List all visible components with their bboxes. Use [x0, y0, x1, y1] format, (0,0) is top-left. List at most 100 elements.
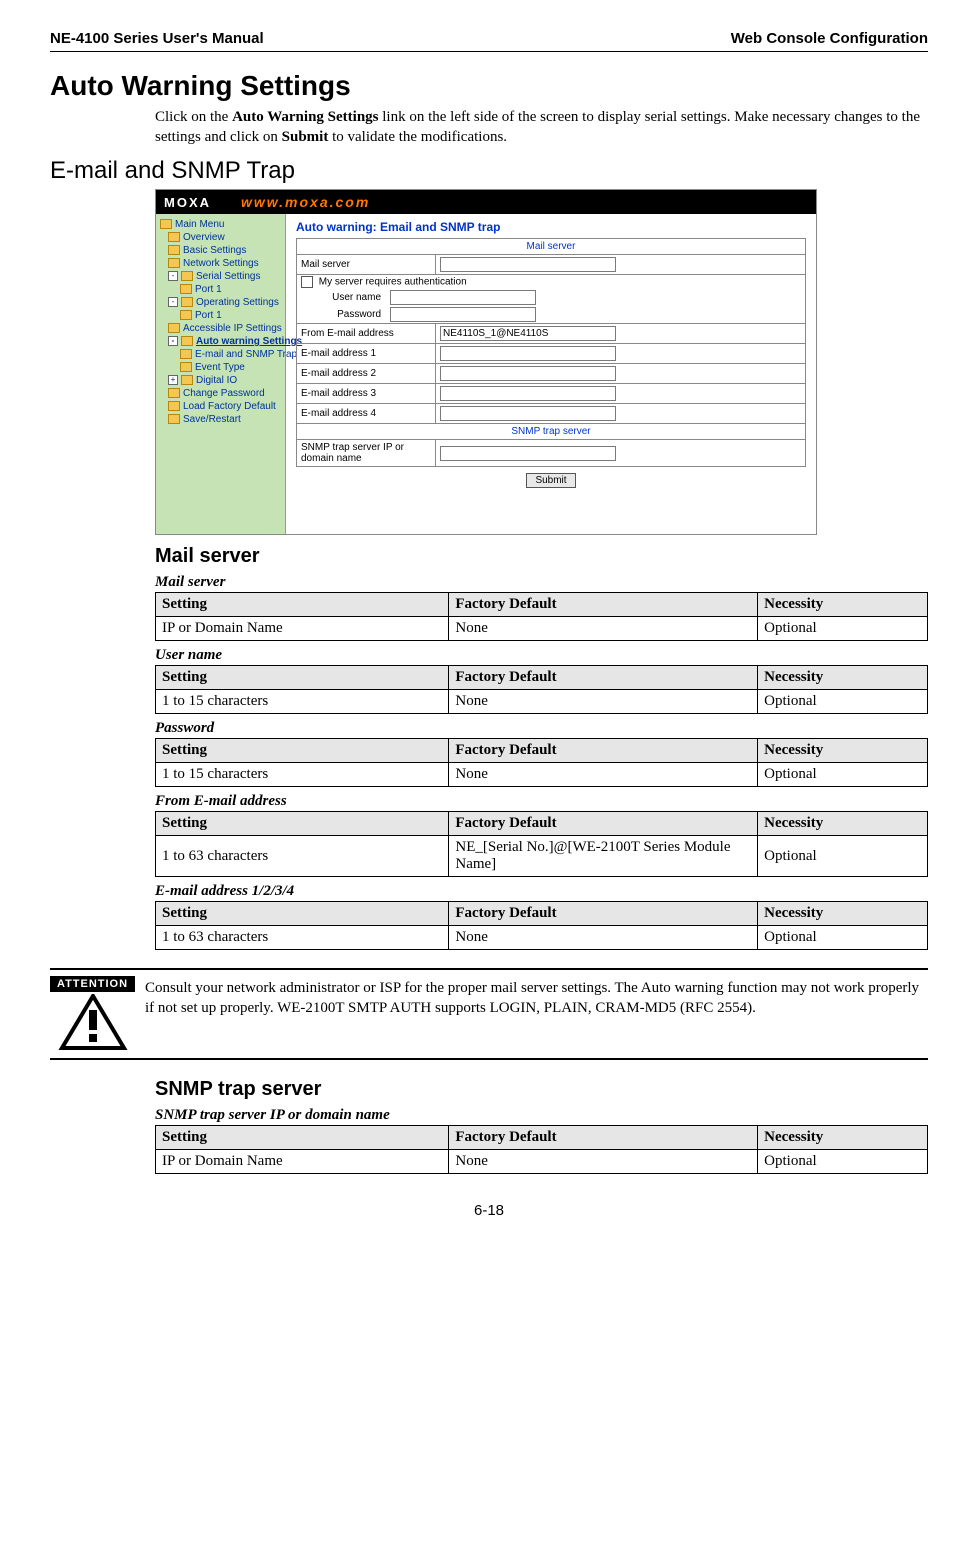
sidebar-item-label: Main Menu: [175, 219, 224, 230]
td-setting: 1 to 15 characters: [156, 690, 449, 714]
folder-icon: [160, 219, 172, 229]
sidebar-item[interactable]: Network Settings: [158, 257, 283, 270]
mail-server-label: Mail server: [297, 255, 436, 275]
email3-input[interactable]: [440, 386, 616, 401]
th-setting: Setting: [156, 593, 449, 617]
snmp-trap-title: SNMP trap server: [155, 1078, 928, 1101]
param-block: Mail serverSettingFactory DefaultNecessi…: [155, 574, 928, 641]
intro-bold-1: Auto Warning Settings: [232, 109, 378, 125]
snmp-ip-input[interactable]: [440, 446, 616, 461]
email1-input[interactable]: [440, 346, 616, 361]
folder-icon: [180, 284, 192, 294]
td-default: None: [449, 617, 758, 641]
param-table: SettingFactory DefaultNecessityIP or Dom…: [155, 592, 928, 641]
folder-icon: [168, 258, 180, 268]
sidebar-item[interactable]: -Operating Settings: [158, 296, 283, 309]
username-label: User name: [301, 292, 381, 303]
param-title: Password: [155, 720, 928, 737]
th-necessity: Necessity: [758, 593, 928, 617]
attention-label: ATTENTION: [50, 976, 135, 992]
th-default: Factory Default: [449, 902, 758, 926]
sidebar-item[interactable]: Main Menu: [158, 218, 283, 231]
sidebar-item[interactable]: Save/Restart: [158, 413, 283, 426]
screenshot-main: Auto warning: Email and SNMP trap Mail s…: [286, 214, 816, 534]
mail-server-input[interactable]: [440, 257, 616, 272]
td-default: None: [449, 763, 758, 787]
td-setting: 1 to 63 characters: [156, 926, 449, 950]
th-setting: Setting: [156, 666, 449, 690]
folder-icon: [168, 414, 180, 424]
email4-label: E-mail address 4: [297, 404, 436, 424]
subsection-title: E-mail and SNMP Trap: [50, 157, 928, 185]
username-input[interactable]: [390, 290, 536, 305]
header-right: Web Console Configuration: [731, 30, 928, 47]
auth-checkbox[interactable]: [301, 276, 313, 288]
sidebar-item[interactable]: -Auto warning Settings: [158, 335, 283, 348]
sidebar-item[interactable]: +Digital IO: [158, 374, 283, 387]
password-input[interactable]: [390, 307, 536, 322]
sidebar-item-label: E-mail and SNMP Trap: [195, 349, 297, 360]
sidebar-item[interactable]: -Serial Settings: [158, 270, 283, 283]
param-table: SettingFactory DefaultNecessity1 to 15 c…: [155, 665, 928, 714]
email4-input[interactable]: [440, 406, 616, 421]
td-necessity: Optional: [758, 1150, 928, 1174]
param-block: From E-mail address SettingFactory Defaul…: [155, 793, 928, 877]
attention-bottom-rule: [50, 1058, 928, 1060]
page-number: 6-18: [50, 1202, 928, 1219]
collapse-icon: -: [168, 271, 178, 281]
sidebar-item[interactable]: Event Type: [158, 361, 283, 374]
header-left: NE-4100 Series User's Manual: [50, 30, 264, 47]
submit-button[interactable]: Submit: [526, 473, 575, 488]
snmp-ip-label: SNMP trap server IP or domain name: [297, 440, 436, 467]
th-setting: Setting: [156, 902, 449, 926]
param-title: User name: [155, 647, 928, 664]
expand-icon: +: [168, 375, 178, 385]
sidebar-item[interactable]: E-mail and SNMP Trap: [158, 348, 283, 361]
folder-icon: [180, 310, 192, 320]
folder-icon: [168, 232, 180, 242]
from-email-input[interactable]: [440, 326, 616, 341]
td-setting: 1 to 15 characters: [156, 763, 449, 787]
th-default: Factory Default: [449, 812, 758, 836]
folder-icon: [168, 401, 180, 411]
sidebar-item[interactable]: Accessible IP Settings: [158, 322, 283, 335]
email2-input[interactable]: [440, 366, 616, 381]
email1-label: E-mail address 1: [297, 344, 436, 364]
td-necessity: Optional: [758, 690, 928, 714]
sidebar-item-label: Operating Settings: [196, 297, 279, 308]
intro-text-3: to validate the modifications.: [328, 129, 507, 145]
th-default: Factory Default: [449, 593, 758, 617]
param-title: From E-mail address: [155, 793, 928, 810]
sidebar-item[interactable]: Overview: [158, 231, 283, 244]
screenshot-sidebar: Main Menu Overview Basic Settings Network S…: [156, 214, 286, 534]
folder-icon: [168, 323, 180, 333]
sidebar-item[interactable]: Basic Settings: [158, 244, 283, 257]
mail-server-form: Mail server Mail server My server requir…: [296, 238, 806, 467]
param-title: Mail server: [155, 574, 928, 591]
td-necessity: Optional: [758, 836, 928, 877]
sidebar-item-label: Change Password: [183, 388, 265, 399]
sidebar-item-label: Network Settings: [183, 258, 259, 269]
param-title: E-mail address 1/2/3/4: [155, 883, 928, 900]
folder-icon: [180, 362, 192, 372]
attention-text: Consult your network administrator or IS…: [145, 976, 928, 1019]
th-setting: Setting: [156, 812, 449, 836]
th-default: Factory Default: [449, 1126, 758, 1150]
sidebar-item[interactable]: Change Password: [158, 387, 283, 400]
intro-bold-2: Submit: [282, 129, 329, 145]
web-console-screenshot: MOXA www.moxa.com Main Menu Overview Basic…: [155, 189, 817, 535]
folder-icon: [181, 297, 193, 307]
screenshot-banner: MOXA www.moxa.com: [156, 190, 816, 214]
sidebar-item-label: Basic Settings: [183, 245, 246, 256]
td-default: None: [449, 1150, 758, 1174]
password-label: Password: [301, 309, 381, 320]
sidebar-item[interactable]: Port 1: [158, 309, 283, 322]
sidebar-item[interactable]: Load Factory Default: [158, 400, 283, 413]
th-default: Factory Default: [449, 666, 758, 690]
folder-icon: [168, 388, 180, 398]
sidebar-item-label: Event Type: [195, 362, 245, 373]
sidebar-item[interactable]: Port 1: [158, 283, 283, 296]
snmp-subhead: SNMP trap server: [297, 424, 806, 440]
sidebar-item-label: Overview: [183, 232, 225, 243]
auth-checkbox-label: My server requires authentication: [319, 277, 467, 288]
